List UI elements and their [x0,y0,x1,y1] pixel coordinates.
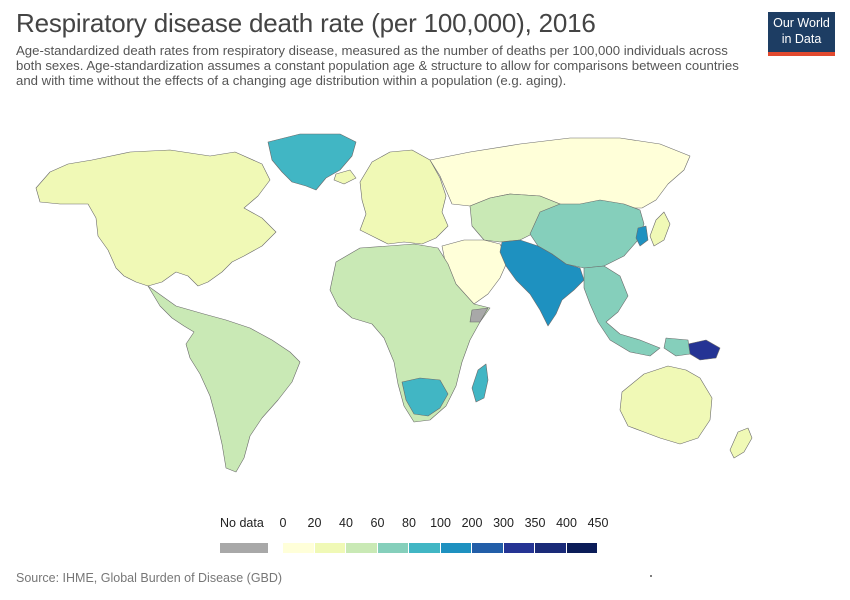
legend-tick-label: 350 [524,516,546,530]
region-korea[interactable] [635,225,649,247]
legend-tick-label: 80 [402,516,416,530]
logo-accent-bar [768,52,835,56]
chart-title: Respiratory disease death rate (per 100,… [16,8,596,38]
legend-tick-labels: 0 20 40 60 80 100 200 300 350 400 450 [0,516,850,532]
region-west-papua[interactable] [663,337,691,357]
logo-line-1: Our World [773,16,830,30]
legend-swatch-5 [440,543,472,553]
logo-line-2: in Data [781,32,822,46]
legend-swatch-8 [535,543,567,553]
legend-color-scale [283,543,598,553]
region-greenland[interactable] [267,133,357,191]
legend-tick-label: 20 [307,516,322,530]
chart-subtitle: Age-standardized death rates from respir… [16,43,739,88]
legend-tick-label: 450 [587,516,609,530]
legend-swatch-9 [566,543,598,553]
source-note: Source: IHME, Global Burden of Disease (… [16,571,283,585]
region-australia[interactable] [619,365,713,445]
region-japan[interactable] [649,211,671,247]
legend-swatch-3 [377,543,409,553]
region-papua-new-guinea[interactable] [687,339,721,361]
legend-tick-label: 400 [556,516,577,530]
owid-logo[interactable]: Our World in Data [768,12,835,56]
region-iceland[interactable] [333,169,357,185]
legend-swatch-7 [503,543,535,553]
region-southeast-asia[interactable] [583,265,661,357]
region-southern-africa[interactable] [401,377,449,417]
legend-tick-label: 0 [279,516,287,530]
legend-no-data-swatch [220,543,268,553]
region-europe[interactable] [359,149,449,245]
region-africa[interactable] [329,243,491,423]
region-madagascar[interactable] [471,363,489,403]
region-no-data-somalia[interactable] [469,307,489,323]
legend-swatch-0 [283,543,315,553]
legend-tick-label: 60 [370,516,385,530]
legend-swatch-2 [346,543,378,553]
legend-tick-label: 200 [461,516,483,530]
legend-tick-label: 300 [493,516,514,530]
legend-swatch-6 [472,543,504,553]
region-north-america[interactable] [35,149,277,287]
legend-no-data-label: No data [220,516,264,530]
region-south-asia[interactable] [499,239,585,327]
decorative-dot [650,575,652,577]
legend-tick-label: 100 [430,516,451,530]
legend-tick-label: 40 [339,516,353,530]
world-map [35,133,753,473]
legend-swatch-4 [409,543,441,553]
region-latin-america[interactable] [147,285,301,473]
region-new-zealand[interactable] [729,427,753,459]
region-russia[interactable] [429,137,691,215]
legend-swatch-1 [314,543,346,553]
